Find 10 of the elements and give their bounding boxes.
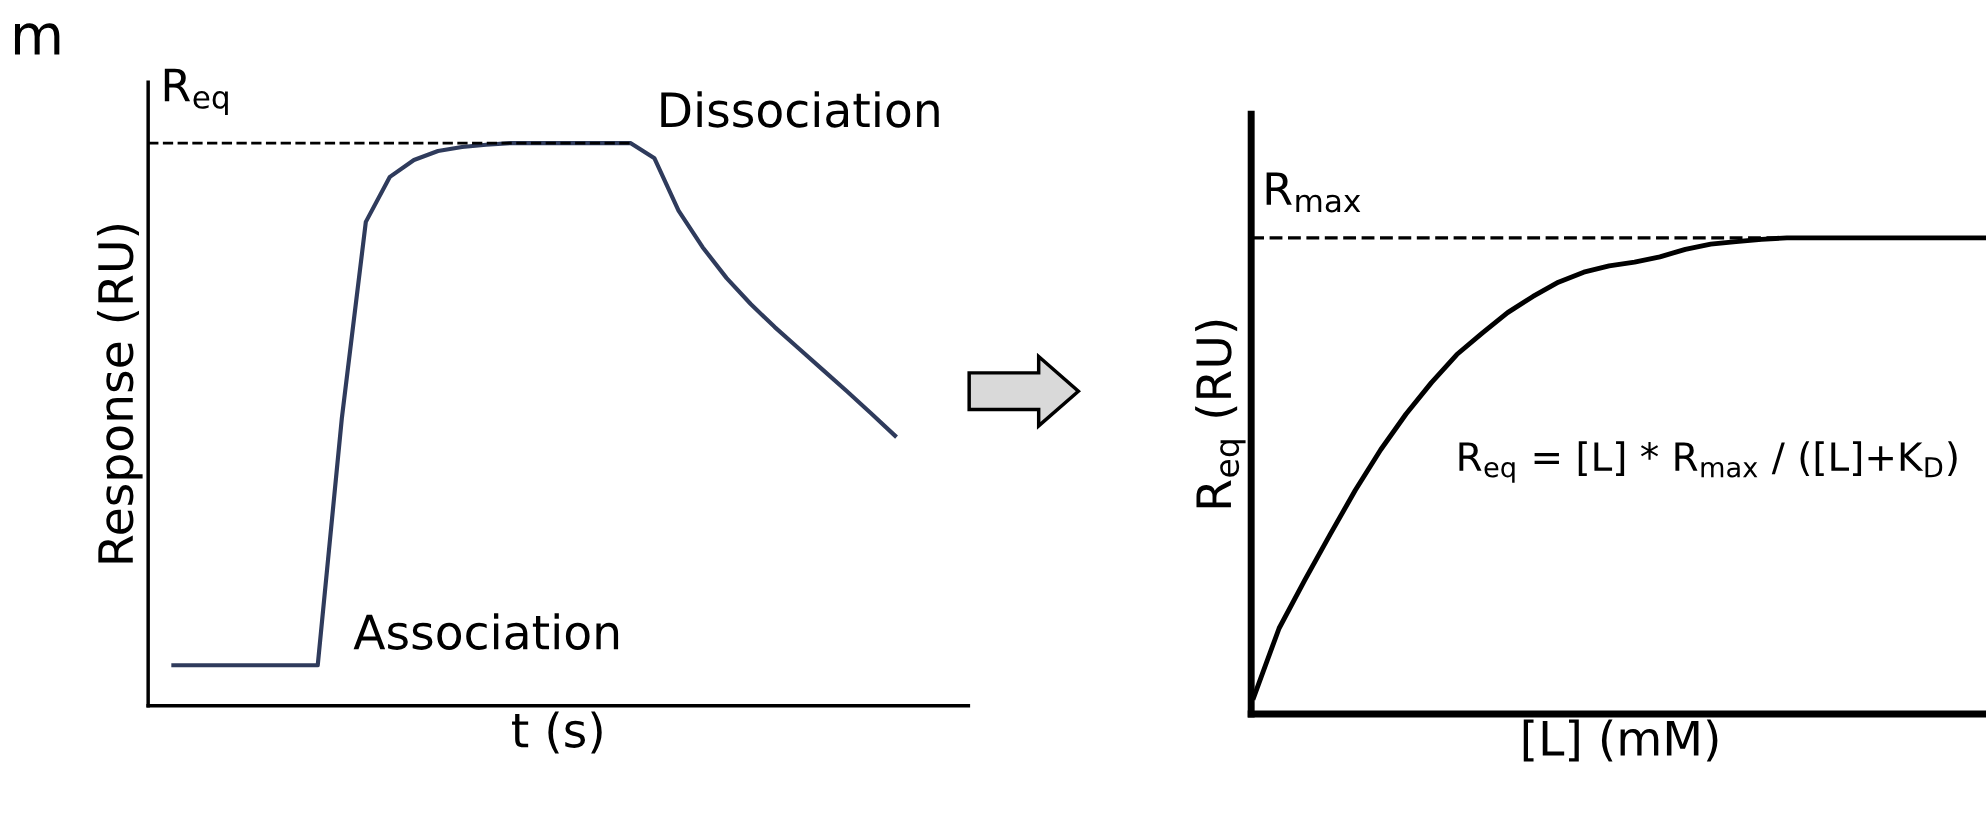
ref-line-label: R$_{max}$ [1266, 172, 1361, 213]
x-axis-title: t (s) [512, 711, 602, 754]
annotation: Association [353, 613, 619, 650]
annotation: R$_{eq}$ = [L] * R$_{max}$ / ([L]+K$_{D}$) [1459, 441, 1957, 483]
text: m [14, 23, 60, 55]
x-axis-title: [L] (mM) [1523, 719, 1718, 762]
ref-line-label: R$_{eq}$ [164, 68, 228, 115]
y-axis-title: Response (RU) [96, 225, 143, 563]
y-axis-title: R$_{eq}$ (RU) [1195, 320, 1246, 508]
text: Dissociation [661, 91, 939, 128]
